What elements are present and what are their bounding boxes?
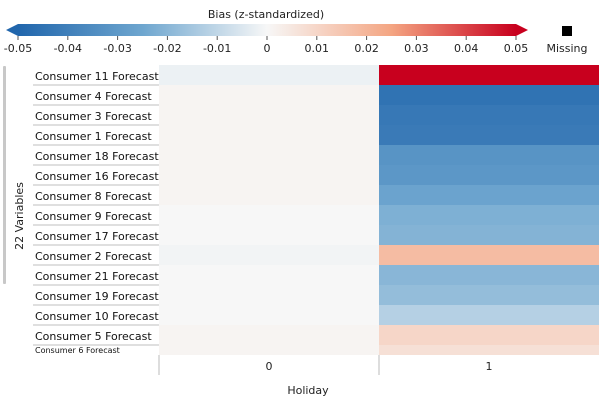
heatmap-cell[interactable]: [379, 225, 599, 245]
row-label: Consumer 18 Forecast: [35, 150, 159, 163]
row-label: Consumer 10 Forecast: [35, 310, 159, 323]
row-label: Consumer 17 Forecast: [35, 230, 159, 243]
heatmap-cell[interactable]: [159, 165, 379, 185]
colorbar-left-arrow: [6, 24, 18, 36]
row-label: Consumer 11 Forecast: [35, 70, 159, 83]
heatmap-cell[interactable]: [159, 145, 379, 165]
colorbar-tick-label: 0.03: [404, 42, 429, 55]
heatmap-cell[interactable]: [379, 305, 599, 325]
row-label: Consumer 6 Forecast: [35, 346, 120, 355]
heatmap-cell[interactable]: [159, 185, 379, 205]
heatmap-cell[interactable]: [159, 325, 379, 345]
row-label: Consumer 21 Forecast: [35, 270, 159, 283]
colorbar-tick-label: -0.05: [4, 42, 32, 55]
heatmap-cell[interactable]: [379, 205, 599, 225]
colorbar-tick-label: 0: [264, 42, 271, 55]
heatmap-cell[interactable]: [159, 285, 379, 305]
colorbar-tick-label: 0.01: [305, 42, 330, 55]
heatmap-cell[interactable]: [159, 245, 379, 265]
heatmap-cell[interactable]: [159, 125, 379, 145]
colorbar-tick-label: -0.04: [54, 42, 82, 55]
heatmap-cell[interactable]: [159, 205, 379, 225]
heatmap-cell[interactable]: [159, 265, 379, 285]
heatmap-cell[interactable]: [159, 305, 379, 325]
row-label: Consumer 4 Forecast: [35, 90, 152, 103]
heatmap-cell[interactable]: [379, 185, 599, 205]
heatmap-cell[interactable]: [379, 285, 599, 305]
heatmap-cell[interactable]: [379, 65, 599, 85]
heatmap-cell[interactable]: [379, 265, 599, 285]
heatmap-cell[interactable]: [159, 85, 379, 105]
row-labels: Consumer 11 Forecast Consumer 4 Forecast C…: [35, 70, 159, 355]
colorbar-tick-label: -0.02: [153, 42, 181, 55]
heatmap-cell[interactable]: [379, 245, 599, 265]
row-label: Consumer 8 Forecast: [35, 190, 152, 203]
heatmap-cell[interactable]: [159, 225, 379, 245]
row-label: Consumer 16 Forecast: [35, 170, 159, 183]
heatmap-cell[interactable]: [379, 145, 599, 165]
x-axis-title: Holiday: [287, 384, 329, 397]
heatmap-cell[interactable]: [159, 345, 379, 355]
row-label: Consumer 1 Forecast: [35, 130, 152, 143]
colorbar-ticks: -0.05 -0.04 -0.03 -0.02 -0.01 0 0.01 0.02 0.03 0.…: [4, 36, 528, 55]
colorbar-tick-label: 0.05: [504, 42, 529, 55]
heatmap-cell[interactable]: [379, 345, 599, 355]
row-label: Consumer 9 Forecast: [35, 210, 152, 223]
colorbar-title: Bias (z-standardized): [208, 8, 324, 21]
y-axis-title: 22 Variables: [13, 182, 26, 250]
row-label: Consumer 5 Forecast: [35, 330, 152, 343]
heatmap-cell[interactable]: [379, 85, 599, 105]
colorbar-tick-label: 0.04: [454, 42, 479, 55]
row-separators: [33, 84, 159, 346]
heatmap-cell[interactable]: [379, 125, 599, 145]
y-scrollbar-track[interactable]: [3, 66, 6, 284]
heatmap-cell[interactable]: [159, 65, 379, 85]
colorbar-tick-label: -0.01: [203, 42, 231, 55]
heatmap-cell[interactable]: [159, 105, 379, 125]
missing-swatch: [562, 26, 572, 36]
heatmap-cell[interactable]: [379, 325, 599, 345]
missing-label: Missing: [546, 42, 587, 55]
heatmap-cells: [159, 65, 599, 355]
x-tick-label: 1: [486, 360, 493, 373]
row-label: Consumer 2 Forecast: [35, 250, 152, 263]
heatmap-cell[interactable]: [379, 105, 599, 125]
x-tick-label: 0: [266, 360, 273, 373]
colorbar-gradient: [18, 24, 516, 36]
colorbar-right-arrow: [516, 24, 528, 36]
colorbar-tick-label: -0.03: [103, 42, 131, 55]
row-label: Consumer 3 Forecast: [35, 110, 152, 123]
row-label: Consumer 19 Forecast: [35, 290, 159, 303]
heatmap-cell[interactable]: [379, 165, 599, 185]
colorbar-tick-label: 0.02: [354, 42, 379, 55]
